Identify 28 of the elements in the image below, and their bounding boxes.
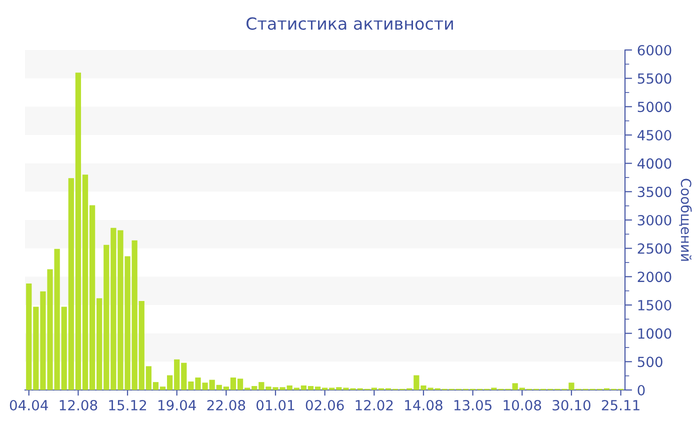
x-tick-label: 10.08 [504,400,542,410]
x-tick-label: 01.01 [256,400,294,410]
x-tick-label: 02.06 [306,400,344,410]
y-tick-label: 2000 [638,272,672,282]
y-tick-label: 1500 [638,300,672,310]
x-tick-label: 19.04 [158,400,196,410]
y-tick-label: 5500 [638,73,672,84]
x-tick-label: 15.12 [109,400,146,410]
x-tick-label: 04.04 [10,400,48,410]
y-tick-label: 0 [638,384,645,396]
y-tick-label: 3000 [638,214,672,226]
y-axis-title: Сообщений [679,178,692,261]
x-tick-label: 22.08 [207,400,246,410]
y-tick-label: 3500 [638,186,672,198]
y-tick-label: 6000 [638,44,672,56]
x-tick-label: 12.08 [60,400,98,410]
y-tick-label: 2500 [638,243,672,254]
x-tick-label: 30.10 [552,400,590,410]
y-tick-label: 5000 [638,102,672,112]
y-tick-label: 4500 [637,130,672,140]
x-tick-label: 13.05 [454,400,492,410]
y-tick-label: 4000 [637,158,672,169]
x-tick-label: 12.02 [356,400,393,410]
chart-title: Статистика активности [246,17,453,30]
x-tick-label: 14.08 [405,400,442,410]
x-tick-label: 25.11 [602,400,640,410]
y-tick-label: 1000 [638,328,672,339]
y-tick-label: 500 [638,356,662,368]
